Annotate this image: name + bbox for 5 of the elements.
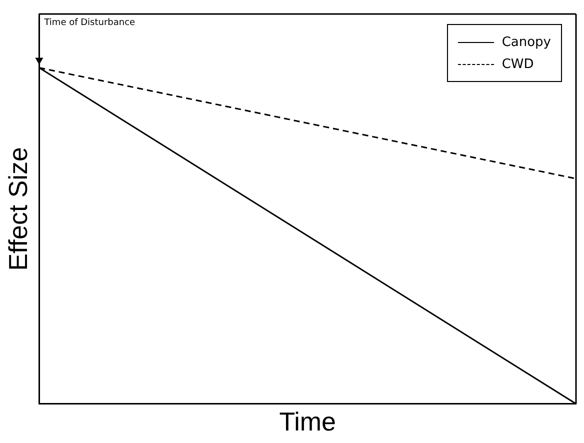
- legend-label: CWD: [502, 56, 534, 72]
- x-axis-title: Time: [279, 406, 336, 437]
- y-axis-title: Effect Size: [2, 146, 33, 271]
- legend-label: Canopy: [502, 34, 551, 50]
- text: Time of Disturbance: [43, 18, 136, 28]
